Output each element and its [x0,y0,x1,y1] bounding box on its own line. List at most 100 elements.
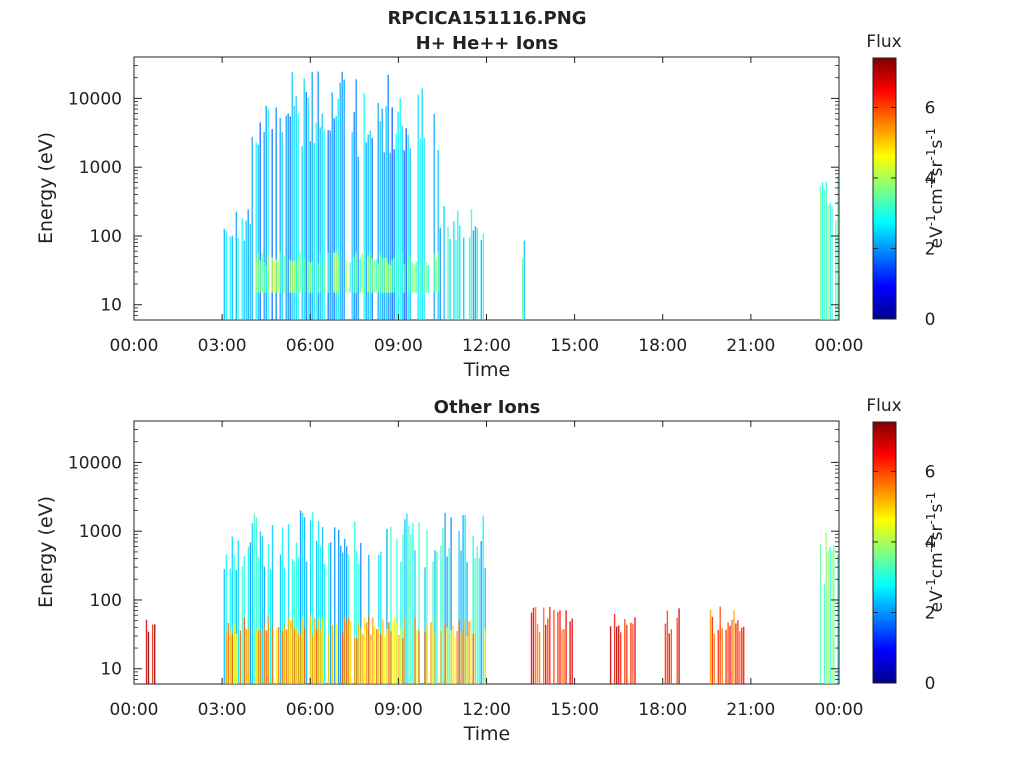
heatmap-cell [259,531,262,684]
heatmap-cell [368,616,370,684]
x-tick-label: 06:00 [286,700,335,720]
heatmap-cell [259,631,262,684]
heatmap-cell [333,118,335,320]
heatmap-cell [472,633,474,684]
heatmap-cell [407,134,409,320]
y-axis-label: Energy (eV) [35,496,57,608]
heatmap-cell [666,610,669,684]
x-tick-label: 15:00 [550,700,599,720]
y-tick-label: 10000 [68,453,122,473]
heatmap-cell [367,134,369,320]
colorbar-ticks: 0 2 4 6 [873,98,935,330]
colorbar-tick-label: 0 [925,310,936,330]
heatmap-cell [360,543,362,684]
x-tick-label: 09:00 [374,700,423,720]
heatmap-cell [609,626,612,684]
heatmap-cell [415,262,417,293]
heatmap-cell [827,205,829,320]
heatmap-cell [394,617,396,684]
heatmap-cell [413,264,415,293]
heatmap-cell [435,259,437,293]
heatmap-cell [523,240,526,320]
heatmap-cell [311,512,314,684]
heatmap-cell [303,78,305,320]
heatmap-cell [713,633,716,684]
heatmap-cell [247,547,250,684]
heatmap-cell [235,633,237,684]
heatmap-cell [336,624,338,684]
heatmap-cell [466,562,468,684]
heatmap-cell [709,609,712,684]
heatmap-cell [147,631,150,684]
x-tick-labels: 00:00 03:00 06:00 09:00 12:00 15:00 18:00 21:00… [110,57,864,356]
heatmap-cell [313,143,315,320]
heatmap-data [223,71,839,320]
heatmap-cell [303,627,306,684]
heatmap-cell [239,630,241,684]
heatmap-cell [620,632,622,684]
heatmap-cell [265,630,268,684]
heatmap-cell [323,260,325,293]
heatmap-cell [299,251,301,293]
heatmap-cell [328,636,330,684]
x-tick-label: 00:00 [110,700,159,720]
heatmap-cell [397,111,399,320]
heatmap-cell [437,251,439,293]
heatmap-cell [569,621,571,684]
y-tick-label: 100 [90,591,122,611]
y-tick-label: 10000 [68,89,122,109]
heatmap-cell [315,629,318,684]
heatmap-cell [433,114,435,320]
heatmap-cell [275,628,278,684]
heatmap-cell [263,262,265,293]
colorbar-top: Flux 0 2 4 6 eV-1cm-2sr-1s-1 [866,32,947,330]
heatmap-cell [462,630,464,684]
colorbar-gradient [872,421,897,684]
colorbar-gradient [872,57,897,320]
heatmap-cell [395,133,397,320]
heatmap-cell [257,252,259,293]
heatmap-cell [367,256,369,293]
heatmap-cell [353,112,355,320]
heatmap-cell [400,627,402,684]
heatmap-cell [293,628,296,684]
heatmap-cell [447,227,449,320]
heatmap-cell [381,258,383,293]
colorbar-label: eV-1cm-2sr-1s-1 [924,128,947,249]
heatmap-cell [456,631,458,684]
heatmap-cell [233,555,235,684]
heatmap-cell [521,258,524,320]
heatmap-cell [380,551,382,684]
heatmap-cell [271,257,273,293]
heatmap-cell [460,550,462,684]
y-axis-label: Energy (eV) [35,132,57,244]
y-tick-label: 10 [100,660,122,680]
heatmap-cell [309,262,311,293]
heatmap-cell [449,239,451,320]
heatmap-cell [370,634,372,684]
heatmap-cell [309,141,311,320]
heatmap-cell [398,635,400,684]
heatmap-cell [231,235,233,320]
heatmap-cell [482,233,484,320]
heatmap-cell [237,540,239,684]
heatmap-cell [337,98,339,320]
heatmap-cell [307,260,309,293]
heatmap-cell [446,627,448,684]
heatmap-cell [410,534,412,684]
heatmap-cell [303,517,306,684]
heatmap-cell [229,237,231,320]
heatmap-cell [259,122,261,320]
heatmap-cell [377,263,379,293]
heatmap-cell [664,623,667,684]
heatmap-cell [360,628,362,684]
heatmap-cell [323,130,325,320]
heatmap-cell [346,546,348,684]
heatmap-cell [482,515,484,684]
heatmap-cell [823,189,825,320]
heatmap-cell [385,258,387,293]
heatmap-cell [819,186,822,320]
heatmap-cell [261,252,263,293]
y-tick-labels: 10 100 1000 10000 [68,420,839,685]
heatmap-cell [407,254,409,293]
